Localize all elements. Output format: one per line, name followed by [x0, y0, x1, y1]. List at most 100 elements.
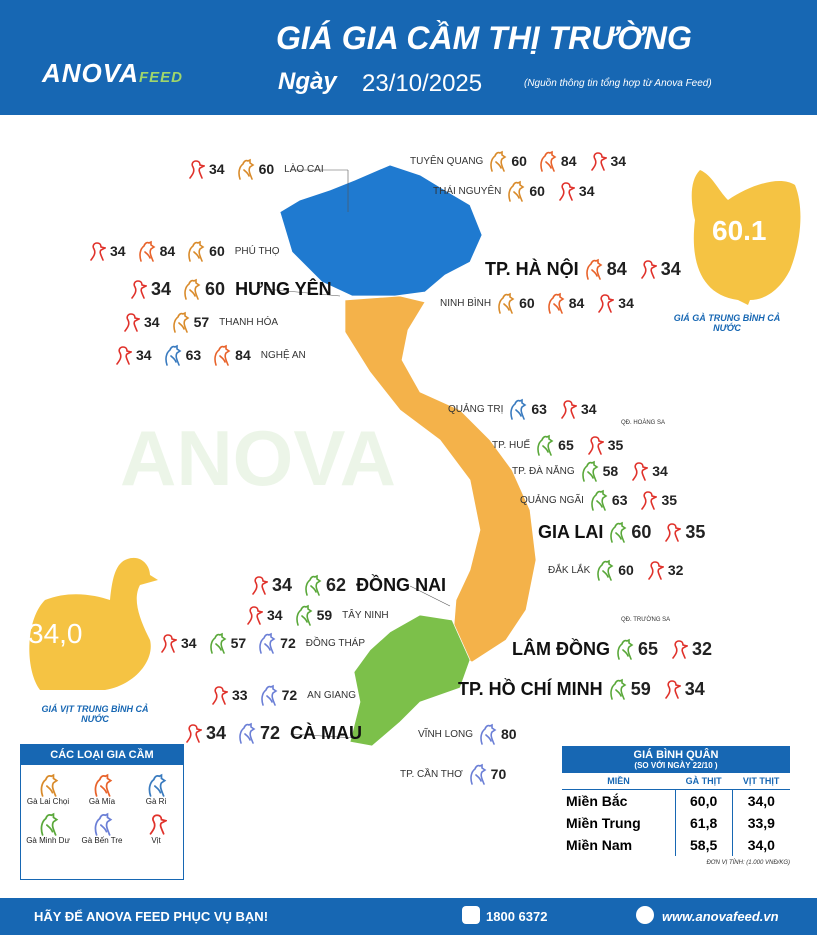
- price: 34: [209, 161, 225, 177]
- province-name: TP. HÀ NỘI: [485, 258, 579, 279]
- bird-outline: [237, 158, 255, 180]
- bird-icon: [237, 158, 255, 180]
- bird-icon: [469, 763, 487, 785]
- bird-icon: [498, 292, 515, 314]
- table-cell: 34,0: [747, 793, 775, 809]
- bird-outline: [591, 489, 608, 511]
- bird-outline: [540, 150, 557, 172]
- bird-outline: [305, 574, 322, 596]
- province-name: PHÚ THỌ: [234, 245, 280, 257]
- island-label: QĐ. HOÀNG SA: [621, 420, 666, 426]
- website[interactable]: www.anovafeed.vn: [662, 909, 779, 924]
- legend-item: Gà Lai Chọi: [21, 773, 75, 806]
- bird-outline: [598, 294, 615, 313]
- province: VĨNH LONG 80: [418, 723, 523, 745]
- bird-icon: [149, 814, 167, 835]
- province: TP. HÀ NỘI 84 34: [485, 258, 687, 280]
- bird-icon: [490, 150, 507, 172]
- legend-label: Gà Ri: [145, 797, 167, 806]
- bird-icon: [640, 260, 657, 279]
- price: 58: [602, 463, 619, 479]
- web-icon: [636, 906, 654, 924]
- price: 60: [631, 521, 652, 542]
- price: 65: [558, 437, 574, 453]
- bird-outline: [138, 240, 156, 262]
- column-header: VỊT THỊT: [732, 773, 790, 790]
- region-south: [349, 614, 471, 747]
- province: TP. HỒ CHÍ MINH 59 34: [458, 678, 711, 700]
- price: 34: [144, 314, 160, 330]
- price: 63: [611, 492, 628, 508]
- bird-outline: [172, 311, 190, 333]
- price: 72: [280, 635, 296, 651]
- price: 63: [531, 401, 547, 417]
- bird-outline: [239, 722, 256, 744]
- bird-outline: [640, 260, 657, 279]
- bird-icon: [247, 606, 263, 625]
- legend-item: Gà Minh Dư: [21, 812, 75, 845]
- province-name: QUẢNG NGÃI: [520, 494, 584, 506]
- legend-label: Gà Bến Tre: [81, 836, 123, 845]
- price: 60: [209, 243, 225, 259]
- bird-icon: [508, 180, 525, 202]
- price: 60: [258, 161, 275, 177]
- bird-icon: [581, 460, 599, 482]
- province: NINH BÌNH 60 84 34: [440, 292, 640, 314]
- table-cell: Miền Bắc: [562, 789, 676, 812]
- bird-outline: [161, 634, 177, 653]
- price: 57: [230, 635, 247, 651]
- bird-outline: [164, 344, 182, 366]
- province-name: TP. CẦN THƠ: [400, 768, 463, 780]
- bird-icon: [540, 150, 557, 172]
- bird-outline: [90, 242, 106, 261]
- province-name: VĨNH LONG: [418, 728, 474, 740]
- duck-silhouette: [29, 557, 159, 690]
- table-row: Miền Nam 58,5 34,0: [562, 834, 790, 856]
- bird-icon: [148, 773, 167, 797]
- province: TP. HUẾ 65 35: [492, 434, 629, 456]
- legend-label: Vịt: [151, 836, 161, 845]
- price: 60: [205, 278, 226, 299]
- bird-icon: [664, 680, 681, 699]
- bird-icon: [648, 561, 664, 580]
- bird-icon: [161, 634, 177, 653]
- bird-icon: [239, 722, 256, 744]
- table-row: Miền Bắc 60,0 34,0: [562, 789, 790, 812]
- price: 57: [193, 314, 210, 330]
- province: 34 72 CÀ MAU: [182, 722, 362, 744]
- price: 34: [684, 678, 705, 699]
- province: 34 57 THANH HÓA: [120, 311, 278, 333]
- phone[interactable]: 1800 6372: [486, 909, 548, 924]
- table-cell: 61,8: [675, 812, 733, 834]
- bird-outline: [587, 436, 604, 455]
- bird-outline: [648, 561, 664, 580]
- province-name: LÂM ĐỒNG: [512, 638, 610, 659]
- price: 84: [560, 153, 577, 169]
- price: 59: [630, 678, 651, 699]
- bird-icon: [188, 240, 205, 262]
- bird-icon: [131, 280, 147, 299]
- province-name: HƯNG YÊN: [235, 278, 332, 299]
- footer: HÃY ĐỂ ANOVA FEED PHỤC VỤ BẠN! 1800 6372…: [0, 898, 817, 935]
- bird-outline: [508, 180, 525, 202]
- duck-average-label: GIÁ VỊT TRUNG BÌNH CẢ NƯỚC: [41, 704, 149, 724]
- table-cell: 60,0: [675, 789, 733, 812]
- bird-icon: [585, 258, 603, 280]
- price: 84: [159, 243, 176, 259]
- duck-average: 34,0: [28, 618, 83, 649]
- slogan: HÃY ĐỂ ANOVA FEED PHỤC VỤ BẠN!: [34, 909, 269, 924]
- province-name: ĐỒNG NAI: [356, 574, 447, 595]
- region-north: [279, 164, 483, 297]
- legend-label: Gà Mía: [88, 797, 116, 806]
- bird-icon: [305, 574, 322, 596]
- bird-icon: [138, 240, 156, 262]
- chicken-average: 60.1: [712, 215, 767, 246]
- bird-icon: [510, 398, 527, 420]
- watermark: ANOVA: [120, 414, 396, 502]
- bird-outline: [664, 680, 681, 699]
- bird-icon: [94, 812, 113, 836]
- bird-outline: [632, 462, 649, 481]
- bird-outline: [116, 346, 132, 365]
- province-name: NINH BÌNH: [440, 297, 492, 309]
- bird-icon: [90, 242, 106, 261]
